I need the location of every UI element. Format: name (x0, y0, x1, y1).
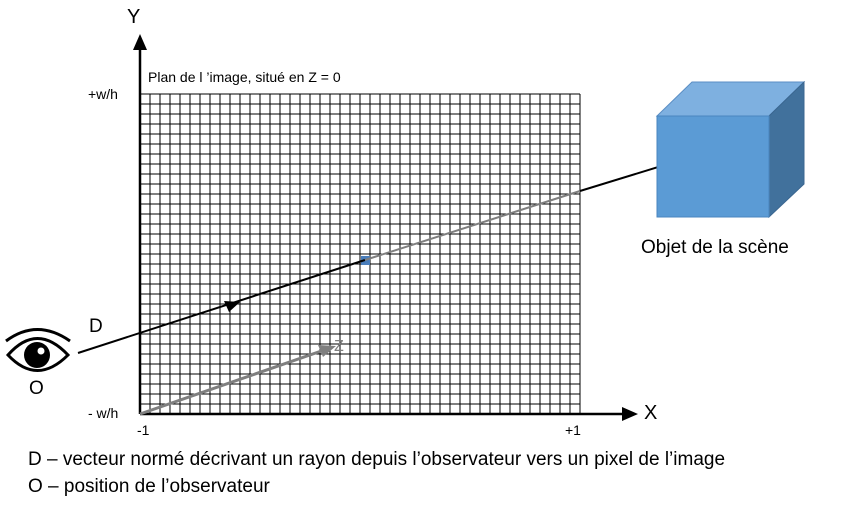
z-axis-label: Z (334, 338, 344, 355)
legend-line-o: O – position de l’observateur (28, 476, 270, 497)
ray-segment-front (77, 259, 366, 354)
y-axis-label: Y (127, 6, 141, 28)
x-right-tick-label: +1 (565, 422, 581, 438)
z-axis-arrowhead (318, 345, 336, 357)
ray-direction-arrowhead (224, 301, 240, 312)
y-axis-arrowhead (133, 34, 147, 50)
cube-icon (655, 80, 806, 219)
image-plane-grid (139, 93, 581, 415)
y-bottom-tick-label: - w/h (88, 405, 119, 421)
x-axis-arrowhead (622, 407, 638, 421)
x-left-tick-label: -1 (137, 422, 150, 438)
scene-object-caption: Objet de la scène (641, 237, 789, 258)
ray-segment-behind-plane (364, 190, 581, 261)
image-plane-caption: Plan de l ’image, situé en Z = 0 (148, 69, 341, 85)
y-top-tick-label: +w/h (88, 86, 118, 102)
legend-line-d: D – vecteur normé décrivant un rayon dep… (28, 449, 726, 470)
eye-icon (5, 328, 71, 372)
x-axis-label: X (644, 402, 658, 424)
ray-label: D (89, 316, 103, 337)
z-axis (139, 346, 331, 416)
observer-label: O (29, 378, 44, 399)
